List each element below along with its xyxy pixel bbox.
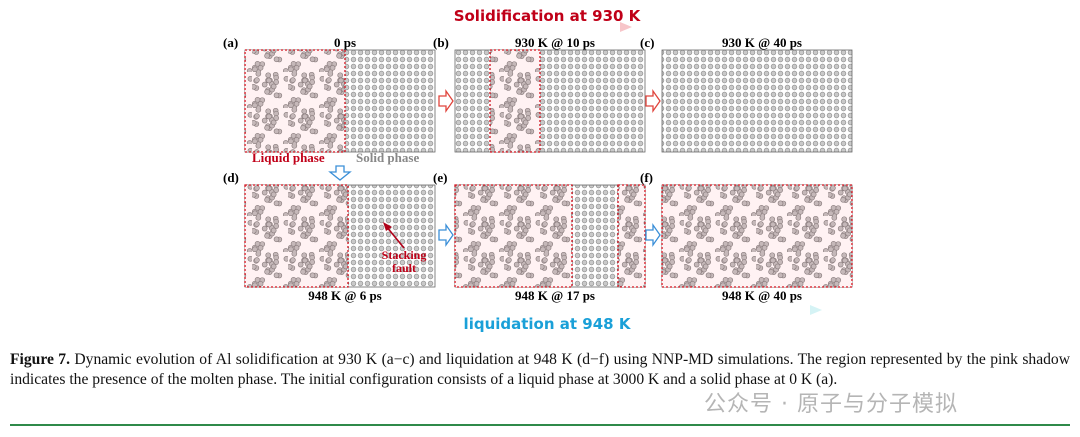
liquid-region [455,185,572,287]
liquid-region [245,50,345,152]
watermark: 公众号 · 原子与分子模拟 [704,392,958,417]
panel-label: (a) [223,35,238,50]
liquid-region [662,185,852,287]
panel-title: 948 K @ 17 ps [515,288,595,303]
arrow-head [620,22,632,32]
liquid-border [617,184,646,288]
panel-title: 948 K @ 6 ps [308,288,382,303]
step-arrow [645,88,661,114]
stacking-fault-label: Stacking [382,248,427,262]
panel-label: (c) [640,35,654,50]
panel-label: (e) [433,170,447,185]
panel-label: (f) [640,170,653,185]
panel-title: 930 K @ 40 ps [722,35,802,50]
liquid-phase-label: Liquid phase [252,150,325,165]
caption-text: Dynamic evolution of Al solidification a… [10,351,1070,388]
divider [10,424,1070,426]
panel-label: (d) [223,170,239,185]
stacking-fault-label: fault [392,261,416,275]
panel-title: 948 K @ 40 ps [722,288,802,303]
liquid-border [244,184,349,288]
red-arrows [438,88,661,114]
liquid-region [490,50,540,152]
panels: (a) 0 ps (b) 930 K @ 10 ps (c) 930 K @ 40 ps (… [223,35,853,303]
panel-title: 930 K @ 10 ps [515,35,595,50]
arrow-head [810,305,822,315]
solid-phase-label: Solid phase [356,150,419,165]
bottom-arrow-label: liquidation at 948 K [464,315,632,333]
liquid-border [661,184,853,288]
caption-label: Figure 7. [10,351,70,368]
step-arrow [438,88,454,114]
pointer-arrow [385,225,405,249]
step-arrow [438,222,454,248]
blue-arrows [328,165,661,248]
panel-title: 0 ps [334,35,356,50]
liquid-border [489,49,541,153]
step-arrow [328,165,352,181]
arrow-head [383,222,392,231]
caption: Figure 7. Dynamic evolution of Al solidi… [10,350,1070,390]
liquid-border [244,49,346,153]
step-arrow [645,222,661,248]
solid-region [661,49,853,153]
panel-label: (b) [433,35,449,50]
figure: Solidification at 930 K liquidation at 9… [223,7,853,333]
top-arrow-label: Solidification at 930 K [454,7,642,25]
solid-region [454,49,646,153]
liquid-border [454,184,573,288]
liquid-region [618,185,645,287]
liquid-region [245,185,348,287]
